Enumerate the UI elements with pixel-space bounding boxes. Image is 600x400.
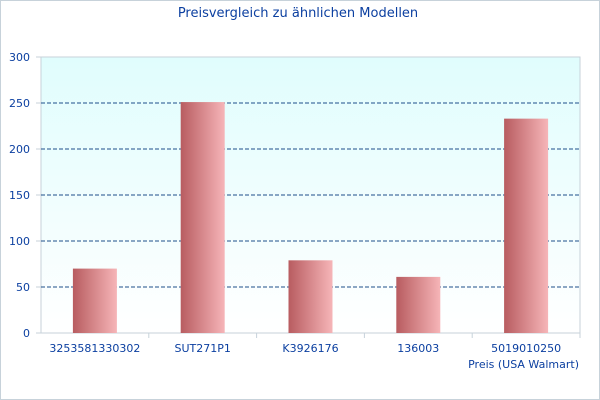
y-tick-label: 100 xyxy=(9,235,30,248)
y-tick-label: 50 xyxy=(16,281,30,294)
x-axis-ticks: 3253581330302 SUT271P1 K3926176 136003 50190… xyxy=(49,333,581,355)
y-tick-label: 250 xyxy=(9,97,30,110)
x-tick-label: K3926176 xyxy=(282,342,338,355)
bar xyxy=(72,268,117,333)
x-tick-label: 3253581330302 xyxy=(49,342,140,355)
x-tick-label: SUT271P1 xyxy=(175,342,231,355)
chart-title: Preisvergleich zu ähnlichen Modellen xyxy=(178,6,418,21)
x-tick-label: 5019010250 xyxy=(491,342,561,355)
y-tick-label: 150 xyxy=(9,189,30,202)
y-tick-label: 0 xyxy=(23,327,30,340)
bar xyxy=(288,260,333,333)
legend-series-label: Preis (USA Walmart) xyxy=(468,358,579,371)
bars xyxy=(72,102,549,333)
bar xyxy=(396,276,441,333)
bar xyxy=(180,102,225,333)
x-tick-label: 136003 xyxy=(397,342,439,355)
y-tick-label: 200 xyxy=(9,143,30,156)
y-axis-ticks: 0 50 100 150 200 250 300 xyxy=(9,51,41,340)
y-tick-label: 300 xyxy=(9,51,30,64)
bar xyxy=(504,118,549,333)
